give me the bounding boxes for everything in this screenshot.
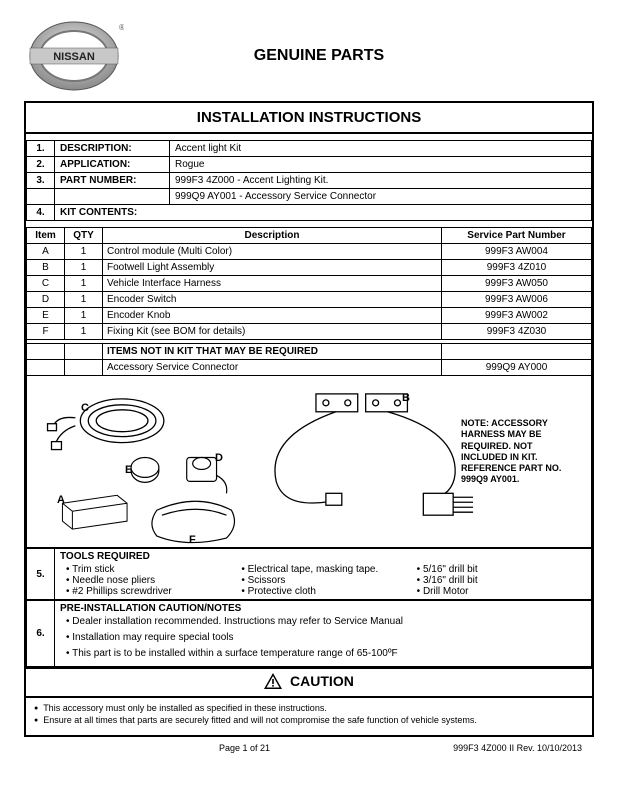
col-desc: Description [103, 228, 442, 244]
table-row: F1Fixing Kit (see BOM for details)999F3 … [27, 324, 592, 340]
table-row: D1Encoder Switch999F3 AW006 [27, 292, 592, 308]
footer-page: Page 1 of 21 [36, 743, 453, 753]
genuine-parts-title: GENUINE PARTS [124, 47, 594, 65]
col-qty: QTY [65, 228, 103, 244]
diagram-label-e: E [125, 464, 132, 476]
pre-title: PRE-INSTALLATION CAUTION/NOTES [60, 603, 586, 614]
caution-heading: CAUTION [26, 667, 592, 696]
installation-title: INSTALLATION INSTRUCTIONS [26, 103, 592, 134]
meta-table: 1. DESCRIPTION: Accent light Kit 2. APPL… [26, 140, 592, 221]
tools-col1: Trim stick Needle nose pliers #2 Phillip… [60, 564, 235, 597]
table-row: A1Control module (Multi Color)999F3 AW00… [27, 244, 592, 260]
kit-contents-table: Item QTY Description Service Part Number… [26, 227, 592, 376]
meta-label: DESCRIPTION: [55, 141, 170, 157]
tools-title: TOOLS REQUIRED [60, 551, 586, 562]
not-in-kit-title: ITEMS NOT IN KIT THAT MAY BE REQUIRED [103, 344, 442, 360]
meta-num: 1. [27, 141, 55, 157]
caution-list: This accessory must only be installed as… [26, 696, 592, 735]
diagram-label-d: D [215, 452, 223, 464]
tools-col2: Electrical tape, masking tape. Scissors … [235, 564, 410, 597]
diagram-note: NOTE: ACCESSORY HARNESS MAY BE REQUIRED.… [461, 418, 581, 486]
tools-section: 5. TOOLS REQUIRED Trim stick Needle nose… [26, 548, 592, 600]
parts-diagram: C B D E A F NOTE: ACCESSORY HARNESS MAY … [26, 376, 592, 548]
footer-rev: 999F3 4Z000 II Rev. 10/10/2013 [453, 743, 582, 753]
meta-value: Accent light Kit [170, 141, 592, 157]
diagram-label-a: A [57, 494, 65, 506]
diagram-label-b: B [402, 392, 410, 404]
col-item: Item [27, 228, 65, 244]
warning-icon [264, 673, 282, 692]
table-row: C1Vehicle Interface Harness999F3 AW050 [27, 276, 592, 292]
col-spn: Service Part Number [442, 228, 592, 244]
svg-text:NISSAN: NISSAN [53, 51, 95, 63]
main-document-frame: INSTALLATION INSTRUCTIONS 1. DESCRIPTION… [24, 101, 594, 737]
svg-text:®: ® [119, 23, 124, 32]
table-row: E1Encoder Knob999F3 AW002 [27, 308, 592, 324]
tools-col3: 5/16" drill bit 3/16" drill bit Drill Mo… [411, 564, 586, 597]
page-footer: Page 1 of 21 999F3 4Z000 II Rev. 10/10/2… [24, 737, 594, 753]
table-row: B1Footwell Light Assembly999F3 4Z010 [27, 260, 592, 276]
diagram-label-f: F [189, 534, 196, 546]
diagram-label-c: C [81, 402, 89, 414]
page-header: NISSAN ® GENUINE PARTS [24, 18, 594, 93]
pre-section: 6. PRE-INSTALLATION CAUTION/NOTES Dealer… [26, 600, 592, 667]
brand-logo: NISSAN ® [24, 18, 124, 93]
